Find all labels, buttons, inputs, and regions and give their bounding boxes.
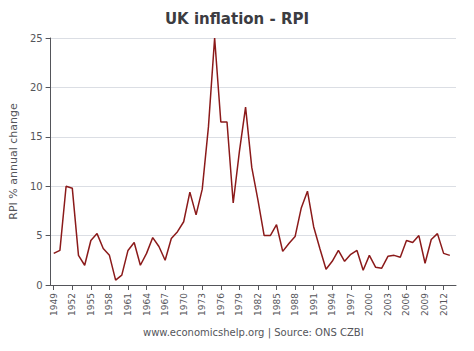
svg-text:1973: 1973 (197, 293, 207, 316)
svg-text:1961: 1961 (123, 293, 133, 316)
svg-text:2009: 2009 (420, 293, 430, 316)
svg-text:15: 15 (30, 131, 43, 142)
svg-text:1952: 1952 (67, 293, 77, 316)
svg-text:1994: 1994 (327, 293, 337, 316)
svg-text:1949: 1949 (49, 293, 59, 316)
svg-text:www.economicshelp.org | Source: www.economicshelp.org | Source: ONS CZBI (143, 327, 364, 339)
svg-text:10: 10 (30, 181, 43, 192)
svg-text:2012: 2012 (439, 293, 449, 316)
svg-text:20: 20 (30, 82, 43, 93)
svg-text:2000: 2000 (364, 293, 374, 316)
svg-text:1967: 1967 (160, 293, 170, 316)
svg-text:2006: 2006 (401, 293, 411, 316)
svg-text:0: 0 (36, 280, 42, 291)
svg-text:1976: 1976 (216, 293, 226, 316)
svg-text:1979: 1979 (234, 293, 244, 316)
svg-text:UK inflation - RPI: UK inflation - RPI (165, 10, 309, 28)
svg-text:2003: 2003 (383, 293, 393, 316)
svg-text:5: 5 (36, 230, 42, 241)
svg-text:1988: 1988 (290, 293, 300, 316)
svg-text:1964: 1964 (142, 293, 152, 316)
svg-text:1982: 1982 (253, 293, 263, 316)
svg-text:1997: 1997 (346, 293, 356, 316)
svg-text:25: 25 (30, 33, 43, 44)
svg-text:1955: 1955 (86, 293, 96, 316)
svg-text:1991: 1991 (309, 293, 319, 316)
svg-text:1985: 1985 (272, 293, 282, 316)
svg-text:1958: 1958 (104, 293, 114, 316)
svg-text:RPI % annual change: RPI % annual change (7, 103, 20, 220)
svg-text:1970: 1970 (179, 293, 189, 316)
